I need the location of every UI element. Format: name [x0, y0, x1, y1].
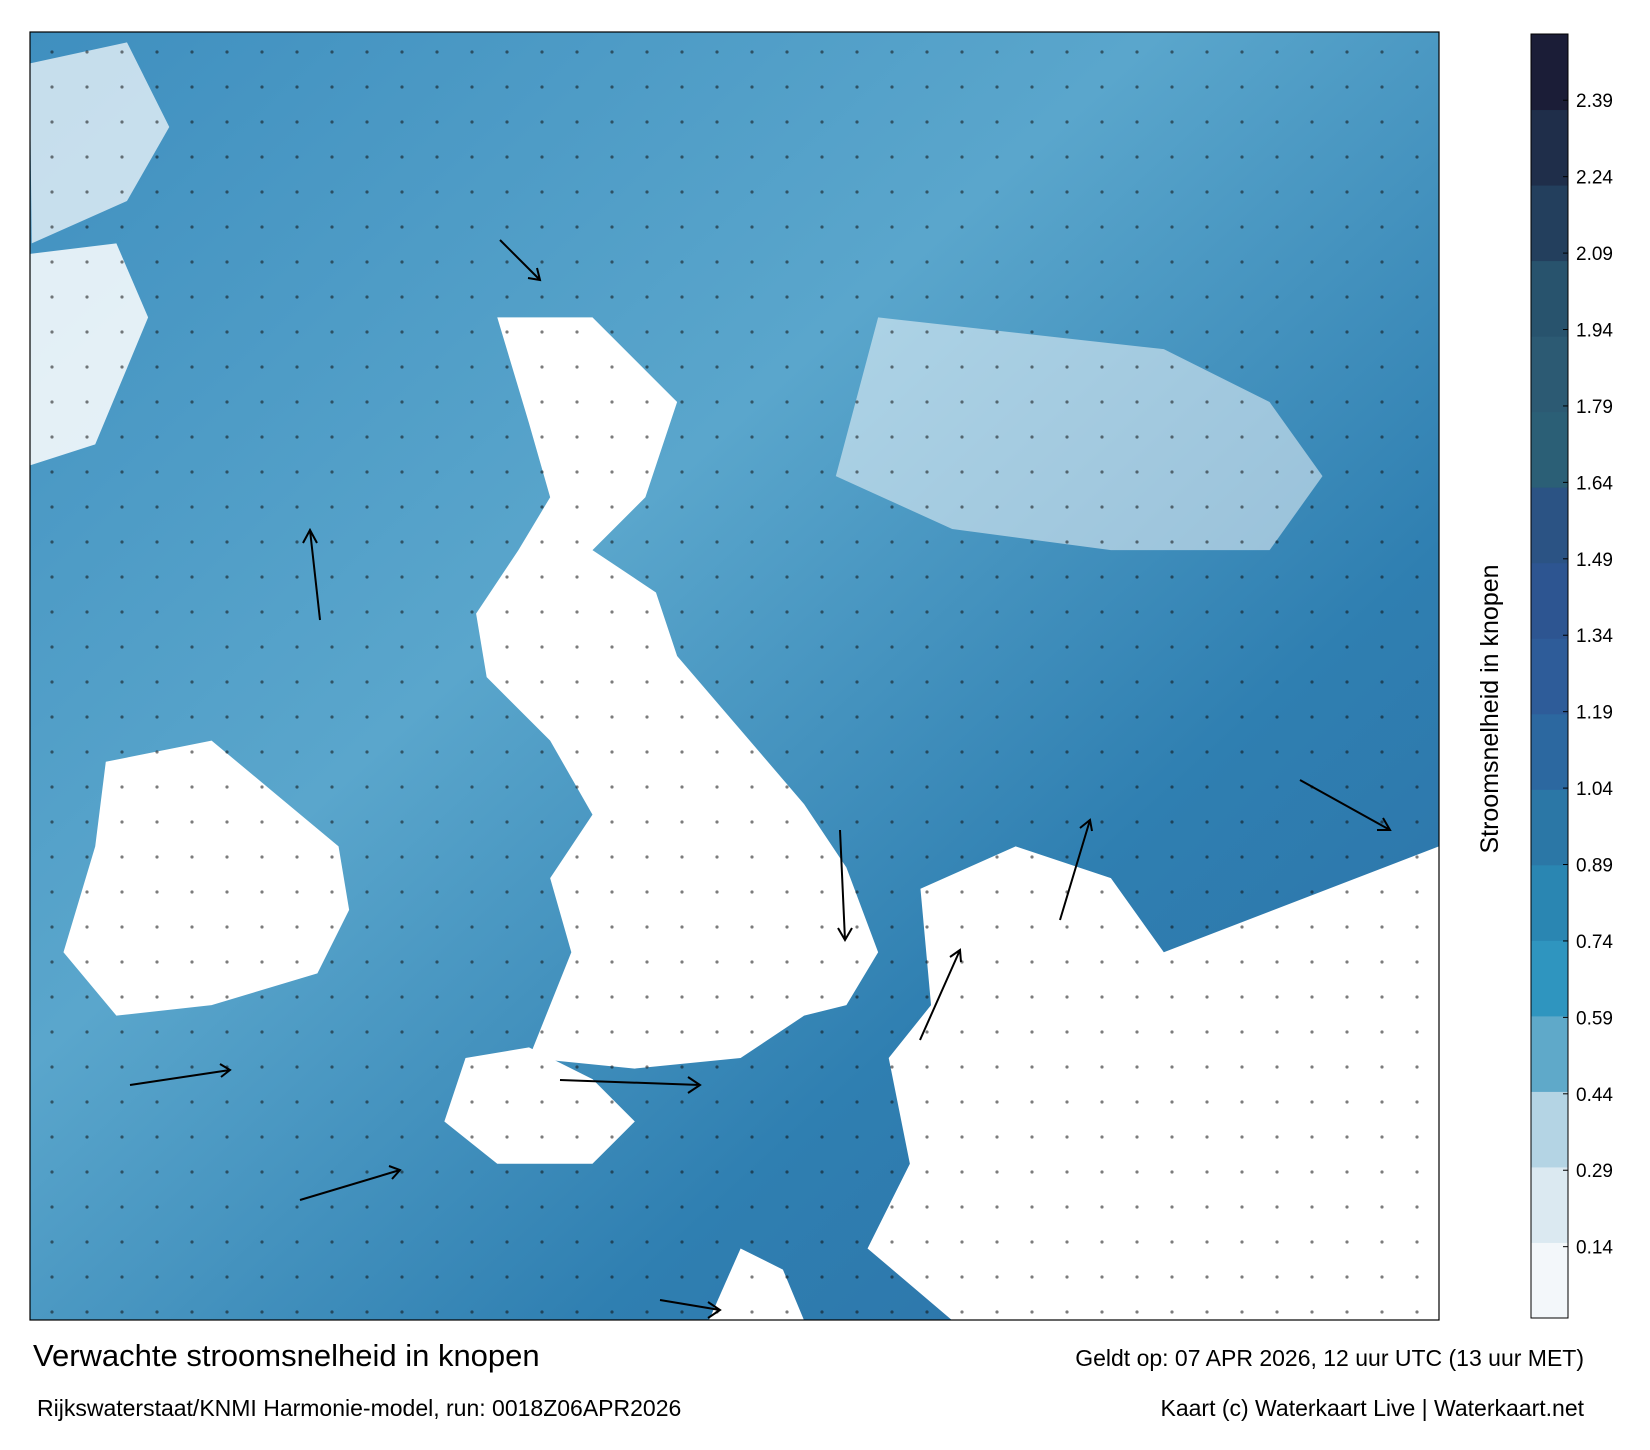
colorbar-band: [1531, 109, 1568, 186]
map-frame: [29, 31, 1440, 1321]
colorbar-band: [1531, 562, 1568, 639]
map-subtitle: Rijkswaterstaat/KNMI Harmonie-model, run…: [37, 1395, 681, 1421]
colorbar-tick-label: 2.39: [1576, 91, 1613, 112]
colorbar-band: [1531, 789, 1568, 866]
colorbar-band: [1531, 713, 1568, 790]
colorbar-tick-label: 1.79: [1576, 397, 1613, 418]
colorbar-band: [1531, 1166, 1568, 1243]
colorbar-tick-label: 1.49: [1576, 550, 1613, 571]
colorbar-band: [1531, 260, 1568, 337]
colorbar-tick-label: 2.24: [1576, 168, 1613, 189]
colorbar-band: [1531, 864, 1568, 941]
credit: Kaart (c) Waterkaart Live | Waterkaart.n…: [1160, 1395, 1584, 1421]
colorbar-band: [1531, 1015, 1568, 1092]
map-area: [30, 32, 1439, 1320]
colorbar-tick-label: 1.64: [1576, 473, 1613, 494]
colorbar-band: [1531, 638, 1568, 715]
colorbar-band: [1531, 34, 1568, 111]
colorbar-tick-label: 2.09: [1576, 244, 1613, 265]
colorbar-tick-label: 0.74: [1576, 932, 1613, 953]
colorbar-band: [1531, 1091, 1568, 1168]
valid-time: Geldt op: 07 APR 2026, 12 uur UTC (13 uu…: [1075, 1345, 1584, 1371]
grid-dots: [30, 32, 1439, 1320]
colorbar-band: [1531, 411, 1568, 488]
colorbar-tick-label: 1.19: [1576, 703, 1613, 724]
colorbar: 0.14 0.29 0.44 0.59 0.74 0.89 1.04 1.19 1.34 1.49…: [1530, 33, 1613, 1319]
colorbar-frame: [1530, 33, 1569, 1319]
colorbar-tick-label: 1.04: [1576, 779, 1613, 800]
current-arrows: [129, 239, 1392, 1319]
colorbar-band: [1531, 940, 1568, 1017]
colorbar-band: [1531, 185, 1568, 262]
colorbar-tick-label: 0.29: [1576, 1161, 1613, 1182]
map-title: Verwachte stroomsnelheid in knopen: [33, 1338, 540, 1373]
colorbar-tick-label: 1.94: [1576, 321, 1613, 342]
colorbar-tick-label: 1.34: [1576, 626, 1613, 647]
colorbar-tick-label: 0.89: [1576, 856, 1613, 877]
colorbar-tick-label: 0.44: [1576, 1085, 1613, 1106]
colorbar-band: [1531, 487, 1568, 564]
colorbar-band: [1531, 1242, 1568, 1319]
colorbar-tick-label: 0.59: [1576, 1008, 1613, 1029]
colorbar-band: [1531, 336, 1568, 413]
colorbar-tick-label: 0.14: [1576, 1238, 1613, 1259]
colorbar-label: Stroomsnelheid in knopen: [1476, 564, 1504, 853]
